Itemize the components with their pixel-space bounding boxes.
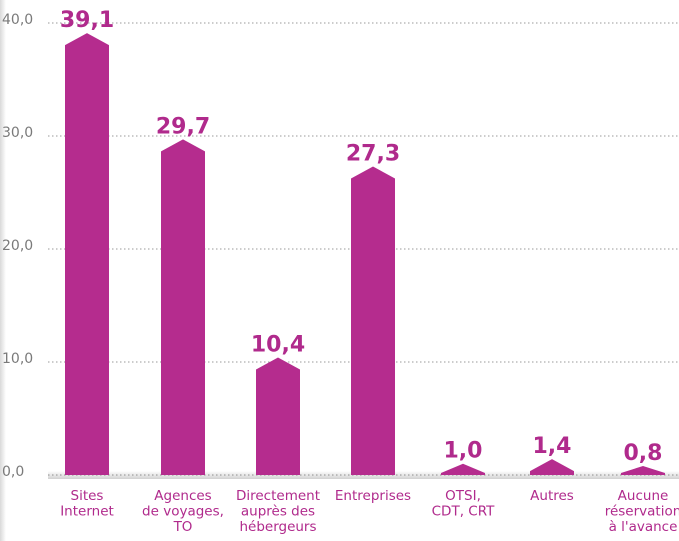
category-label: Sites Internet	[60, 488, 114, 520]
category-label-line: à l'avance	[609, 519, 678, 535]
bars-layer	[65, 33, 665, 475]
bar	[65, 33, 109, 475]
category-label-line: Agences	[154, 488, 211, 504]
bar	[621, 466, 665, 475]
category-label-line: de voyages,	[142, 504, 224, 520]
y-tick-label: 30,0	[2, 125, 33, 141]
bar	[530, 459, 574, 475]
bar	[256, 357, 300, 475]
category-label-line: Autres	[530, 488, 574, 504]
value-label: 0,8	[624, 441, 663, 466]
bar	[441, 464, 485, 475]
value-label: 27,3	[346, 142, 400, 167]
y-tick-label: 20,0	[2, 238, 33, 254]
value-label: 29,7	[156, 114, 210, 139]
y-tick-label: 10,0	[2, 351, 33, 367]
bar	[351, 167, 395, 475]
category-label-line: auprès des	[241, 504, 315, 520]
category-label: Entreprises	[335, 488, 411, 504]
category-label: OTSI, CDT, CRT	[432, 488, 495, 520]
category-label-line: Internet	[60, 504, 114, 520]
bar	[161, 139, 205, 475]
category-label-line: Entreprises	[335, 488, 411, 504]
category-label-line: OTSI,	[445, 488, 481, 504]
value-label: 1,0	[444, 439, 483, 464]
category-label-line: réservation	[605, 504, 679, 520]
value-label: 39,1	[60, 8, 114, 33]
category-label: Aucune réservation à l'avance	[605, 488, 679, 535]
category-label: Agences de voyages, TO	[142, 488, 224, 535]
category-label: Directement auprès des hébergeurs	[236, 488, 320, 535]
category-label-line: TO	[173, 519, 193, 535]
category-label-line: Aucune	[618, 488, 669, 504]
category-label-line: CDT, CRT	[432, 504, 495, 520]
y-tick-label: 0,0	[2, 464, 24, 480]
y-tick-label: 40,0	[2, 12, 33, 28]
category-label-line: hébergeurs	[239, 519, 316, 535]
value-label: 1,4	[533, 434, 572, 459]
value-label: 10,4	[251, 332, 305, 357]
category-label-line: Sites	[71, 488, 104, 504]
category-label-line: Directement	[236, 488, 320, 504]
category-label: Autres	[530, 488, 574, 504]
